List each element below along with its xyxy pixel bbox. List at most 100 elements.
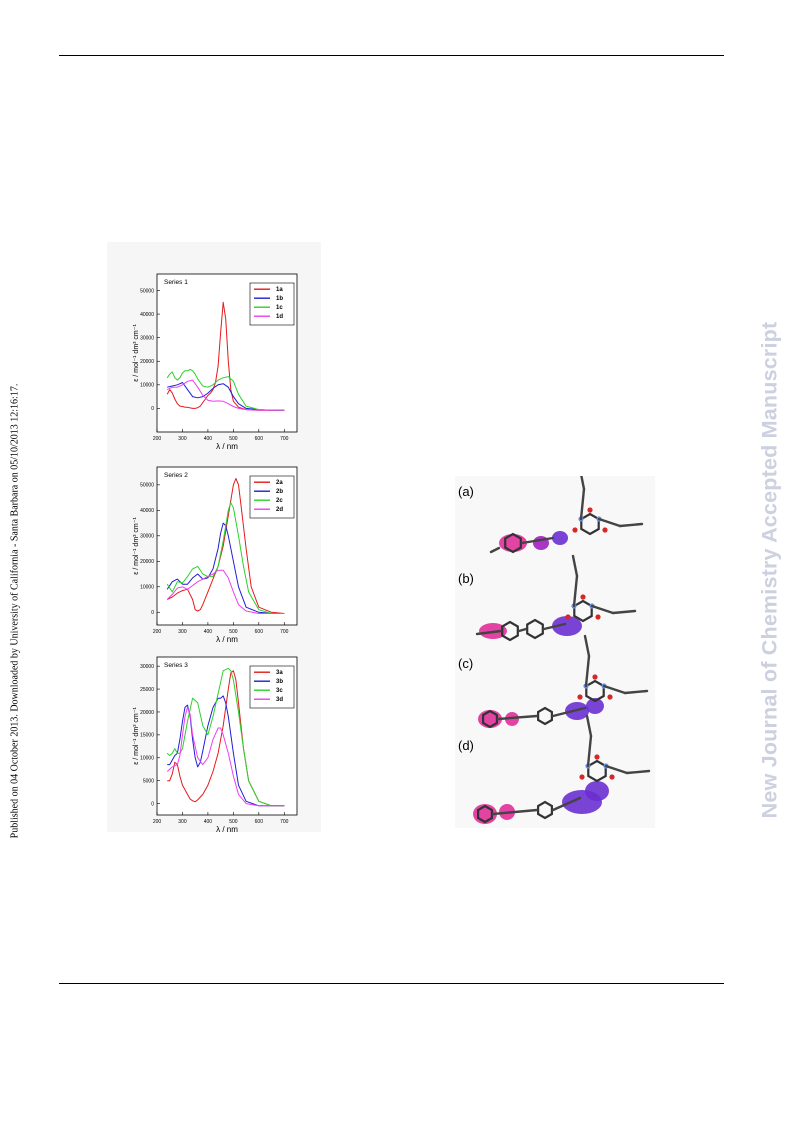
phenyl-ring [482, 709, 499, 729]
series-line-3c [166, 667, 285, 807]
bottom-rule [59, 983, 724, 984]
y-tick-label: 10000 [140, 756, 154, 762]
x-tick-label: 400 [204, 819, 213, 825]
bond [491, 808, 539, 816]
oxygen-atom [592, 674, 598, 680]
x-tick-label: 700 [280, 436, 289, 442]
bond [520, 536, 555, 545]
bond [551, 706, 587, 718]
alkyl-chain [579, 487, 586, 521]
oxygen-atom [602, 527, 608, 533]
legend-box [249, 282, 295, 326]
bond [496, 714, 539, 721]
chart-title: Series 3 [164, 662, 188, 669]
x-tick-label: 200 [153, 629, 162, 635]
molecule-label-d: (d) [458, 738, 474, 753]
x-tick-label: 600 [255, 436, 264, 442]
legend-entry-2d: 2d [276, 507, 283, 513]
y-tick-label: 50000 [140, 483, 154, 489]
x-axis-label: λ / nm [216, 825, 238, 834]
x-axis-label: λ / nm [216, 635, 238, 644]
legend-entry-2c: 2c [276, 498, 283, 504]
uv-vis-chart-series-3: 0 5000 10000 15000 20000 25000 30000 200 300 400 5… [133, 656, 298, 834]
chart-title: Series 2 [164, 472, 188, 479]
y-tick-label: 5000 [143, 778, 154, 784]
lumo-lobe [552, 531, 568, 545]
bond [551, 796, 582, 812]
phenyl-ring [501, 620, 519, 642]
oxygen-atom [595, 614, 601, 620]
legend-entry-3c: 3c [276, 688, 283, 694]
series-line-2a [166, 478, 285, 614]
alkyl-chain [571, 554, 579, 578]
x-tick-label: 200 [153, 819, 162, 825]
y-tick-label: 15000 [140, 733, 154, 739]
y-tick-label: 20000 [140, 359, 154, 365]
bond [489, 546, 501, 554]
y-tick-label: 10000 [140, 585, 154, 591]
x-tick-label: 600 [255, 819, 264, 825]
phenyl-ring [526, 618, 544, 640]
oxygen-atom [587, 507, 593, 513]
legend-entry-1a: 1a [276, 287, 283, 293]
oxygen-atom [572, 527, 578, 533]
alkyl-chain [584, 654, 591, 688]
y-tick-label: 30000 [140, 534, 154, 540]
molecule-c [478, 634, 649, 729]
alkyl-chain [583, 634, 591, 658]
y-tick-label: 0 [151, 406, 154, 412]
x-tick-label: 500 [229, 629, 238, 635]
x-axis-label: λ / nm [216, 442, 238, 451]
alkyl-chain [580, 476, 586, 491]
lumo-lobe [585, 781, 609, 801]
y-tick-label: 0 [151, 610, 154, 616]
y-tick-label: 0 [151, 801, 154, 807]
alkyl-chain [597, 517, 622, 528]
oxygen-atom [577, 694, 583, 700]
series-line-3b [167, 695, 285, 807]
barbiturate-ring [587, 759, 607, 783]
alkyl-chain [623, 689, 649, 695]
alkyl-chain [604, 764, 629, 775]
legend-entry-2b: 2b [276, 489, 283, 495]
series-line-2c [166, 502, 285, 614]
uv-vis-chart-series-1: 0 10000 20000 30000 40000 50000 200 300 400 500 60… [133, 273, 298, 451]
molecular-orbital-panel: (a) (b) (c) (d) [455, 476, 655, 828]
series-line-3a [167, 670, 285, 807]
molecule-b [475, 554, 637, 642]
series-line-2d [166, 569, 285, 614]
oxygen-atom [580, 594, 586, 600]
alkyl-chain [585, 714, 593, 738]
y-tick-label: 20000 [140, 559, 154, 565]
y-tick-label: 50000 [140, 288, 154, 294]
y-axis-label: ε / mol⁻¹ dm³ cm⁻¹ [133, 707, 140, 765]
x-tick-label: 300 [178, 819, 187, 825]
x-tick-label: 300 [178, 436, 187, 442]
y-tick-label: 30000 [140, 664, 154, 670]
alkyl-chain [625, 769, 651, 775]
molecule-structures [473, 476, 651, 824]
x-tick-label: 400 [204, 629, 213, 635]
chart-title: Series 1 [164, 279, 188, 286]
top-rule [59, 55, 724, 56]
molecule-a [489, 476, 644, 554]
legend-entry-3a: 3a [276, 670, 283, 676]
barbiturate-ring [580, 512, 600, 536]
x-tick-label: 700 [280, 819, 289, 825]
y-tick-label: 40000 [140, 312, 154, 318]
x-tick-label: 300 [178, 629, 187, 635]
bond [542, 622, 567, 631]
phenyl-ring [536, 706, 554, 726]
series-line-3d [166, 706, 285, 807]
lumo-lobe [586, 698, 604, 714]
uv-vis-chart-series-2: 0 10000 20000 30000 40000 50000 200 300 400 500 60… [133, 466, 298, 644]
x-tick-label: 700 [280, 629, 289, 635]
y-tick-label: 30000 [140, 335, 154, 341]
x-tick-label: 400 [204, 436, 213, 442]
legend-entry-1b: 1b [276, 296, 283, 302]
y-axis-label: ε / mol⁻¹ dm³ cm⁻¹ [133, 517, 140, 575]
y-tick-label: 10000 [140, 383, 154, 389]
x-tick-label: 500 [229, 819, 238, 825]
alkyl-chain [618, 522, 644, 528]
alkyl-chain [586, 734, 593, 768]
